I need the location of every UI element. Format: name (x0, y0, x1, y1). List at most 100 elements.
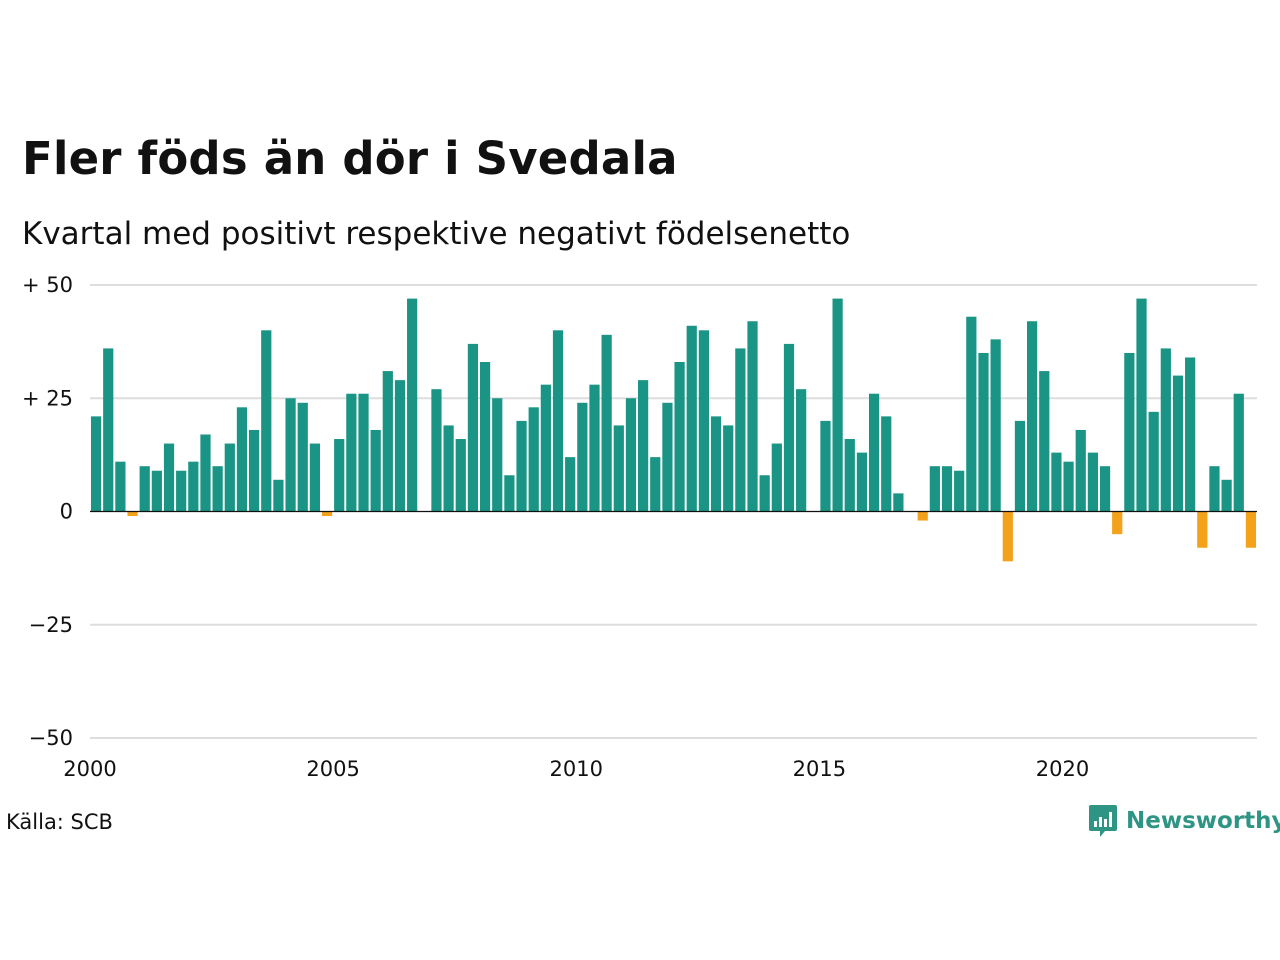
bar-positive (771, 443, 782, 512)
bar-positive (346, 393, 357, 512)
bar-positive (1039, 371, 1050, 512)
bar-positive (382, 371, 393, 512)
bar-positive (625, 398, 637, 512)
source-note: Källa: SCB (6, 810, 113, 834)
x-tick-label: 2005 (306, 757, 359, 781)
bar-positive (613, 425, 624, 512)
bar-positive (820, 420, 831, 512)
bar-positive (443, 425, 454, 512)
bar-positive (686, 325, 697, 512)
y-tick-labels: + 50 + 25 0 −25 −50 (22, 273, 73, 750)
bar-positive (90, 416, 102, 512)
bar-positive (832, 298, 843, 512)
logo-text: Newsworthy (1126, 808, 1280, 834)
y-tick-label: −25 (29, 613, 73, 637)
x-tick-label: 2010 (550, 757, 603, 781)
bar-positive (978, 352, 989, 512)
bar-positive (334, 439, 345, 512)
newsworthy-logo-icon (1089, 805, 1117, 837)
bar-positive (1221, 479, 1232, 512)
bar-chart: + 50 + 25 0 −25 −50 2000 2005 2010 2015 2020 (22, 273, 1257, 781)
bar-positive (200, 434, 211, 512)
y-tick-label: 0 (60, 500, 73, 524)
bar-positive (759, 475, 770, 512)
bar-positive (698, 330, 709, 512)
bar-positive (929, 466, 940, 512)
bar-positive (1014, 420, 1026, 512)
bar-positive (881, 416, 892, 512)
bar-positive (370, 429, 381, 512)
bar-positive (309, 443, 320, 512)
bar-positive (565, 457, 576, 512)
bar-positive (844, 439, 855, 512)
bar-positive (650, 457, 661, 512)
bar-positive (249, 429, 260, 512)
bar-positive (710, 416, 722, 512)
bar-positive (1124, 352, 1135, 512)
bar-positive (1063, 461, 1074, 512)
bar-positive (990, 339, 1001, 512)
bar-positive (1087, 452, 1098, 512)
bar-positive (151, 470, 162, 512)
bar-positive (638, 380, 649, 512)
bar-positive (1209, 466, 1220, 512)
bar-positive (492, 398, 503, 512)
bar-positive (868, 393, 880, 512)
bar-positive (394, 380, 406, 512)
bar-positive (236, 407, 248, 512)
bar-positive (1051, 452, 1062, 512)
newsworthy-logo: Newsworthy (1088, 803, 1280, 839)
bar-positive (662, 402, 673, 512)
bar-positive (212, 466, 223, 512)
bar-positive (966, 316, 977, 512)
bar-positive (467, 343, 479, 512)
bar-positive (407, 298, 418, 512)
bar-positive (1099, 466, 1111, 512)
chart-title: Fler föds än dör i Svedala (22, 132, 678, 185)
x-tick-label: 2000 (63, 757, 116, 781)
bar-positive (856, 452, 868, 512)
bar-positive (589, 384, 600, 512)
bar-negative (127, 511, 138, 517)
bar-positive (479, 362, 491, 512)
bar-positive (115, 461, 126, 512)
bar-positive (504, 475, 515, 512)
bar-positive (1185, 357, 1196, 512)
bar-positive (273, 479, 284, 512)
bar-negative (1002, 511, 1013, 562)
bar-positive (1233, 393, 1244, 512)
bar-positive (103, 348, 114, 512)
x-tick-label: 2020 (1036, 757, 1089, 781)
x-tick-labels: 2000 2005 2010 2015 2020 (63, 757, 1089, 781)
bar-positive (139, 466, 150, 512)
bar-positive (735, 348, 746, 512)
bar-positive (297, 402, 308, 512)
bar-positive (1136, 298, 1147, 512)
bar-positive (285, 398, 296, 512)
bar-positive (941, 466, 953, 512)
grid-lines (90, 284, 1257, 739)
bar-positive (1027, 321, 1038, 512)
bar-positive (1075, 429, 1086, 512)
bar-positive (358, 393, 369, 512)
bar-positive (893, 493, 904, 512)
bar-positive (747, 321, 758, 512)
bar-positive (455, 439, 466, 512)
chart-subtitle: Kvartal med positivt respektive negativt… (22, 216, 851, 252)
bar-positive (577, 402, 588, 512)
bar-positive (1148, 411, 1159, 512)
bar-positive (163, 443, 175, 512)
bar-positive (954, 470, 965, 512)
bar-positive (516, 420, 527, 512)
bar-positive (674, 362, 685, 512)
bar-positive (601, 334, 612, 512)
bar-positive (796, 389, 807, 512)
bar-positive (783, 343, 795, 512)
y-tick-label: + 50 (22, 273, 73, 297)
bar-positive (188, 461, 199, 512)
bar-negative (1197, 511, 1208, 548)
bar-positive (723, 425, 734, 512)
y-tick-label: + 25 (22, 386, 73, 410)
x-tick-label: 2015 (793, 757, 846, 781)
bar-positive (261, 330, 272, 512)
